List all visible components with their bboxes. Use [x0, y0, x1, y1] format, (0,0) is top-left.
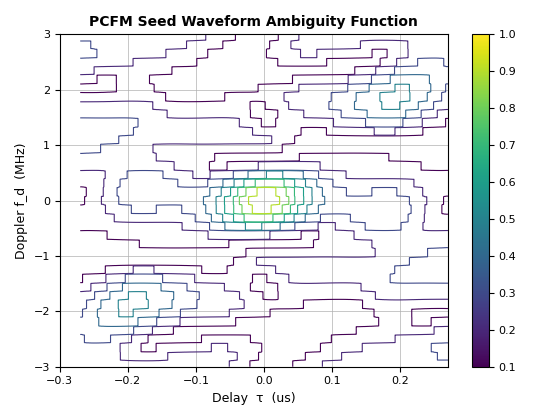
- Y-axis label: Doppler f_d  (MHz): Doppler f_d (MHz): [15, 142, 28, 259]
- X-axis label: Delay  τ  (us): Delay τ (us): [212, 392, 296, 405]
- Title: PCFM Seed Waveform Ambiguity Function: PCFM Seed Waveform Ambiguity Function: [90, 15, 418, 29]
